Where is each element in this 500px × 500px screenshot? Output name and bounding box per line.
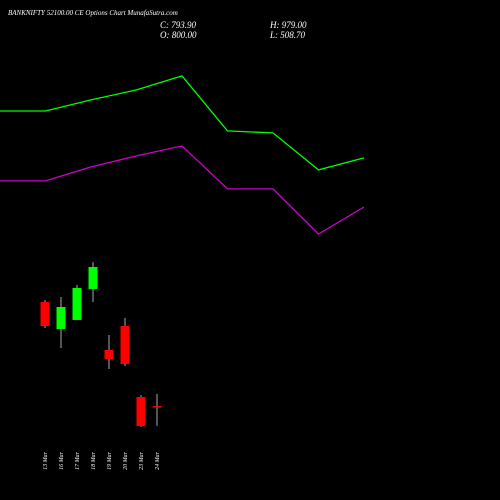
chart-title: BANKNIFTY 52100.00 CE Options Chart Muna… bbox=[8, 9, 178, 17]
candle-body bbox=[120, 326, 130, 364]
open-text: O: 800.00 bbox=[160, 30, 197, 40]
low-text: L: 508.70 bbox=[269, 30, 306, 40]
x-tick-label: 24 Mar bbox=[154, 451, 161, 469]
x-tick-label: 17 Mar bbox=[75, 451, 81, 469]
candle-body bbox=[56, 307, 66, 329]
x-tick-label: 13 Mar bbox=[43, 451, 49, 469]
candle-body bbox=[136, 396, 146, 427]
x-tick-label: 19 Mar bbox=[107, 451, 113, 469]
close-text: C: 793.90 bbox=[160, 20, 197, 30]
high-text: H: 979.00 bbox=[269, 20, 307, 30]
candle-body bbox=[40, 301, 50, 326]
indicator-line bbox=[0, 145, 365, 235]
x-tick-label: 23 Mar bbox=[139, 451, 145, 469]
candle-body bbox=[88, 266, 98, 289]
indicator-line bbox=[0, 75, 365, 171]
candle-body bbox=[152, 406, 162, 408]
x-tick-label: 20 Mar bbox=[123, 451, 129, 469]
candle-body bbox=[104, 349, 114, 359]
x-tick-label: 16 Mar bbox=[59, 451, 65, 469]
x-tick-label: 18 Mar bbox=[91, 451, 97, 469]
candle-body bbox=[72, 288, 82, 320]
